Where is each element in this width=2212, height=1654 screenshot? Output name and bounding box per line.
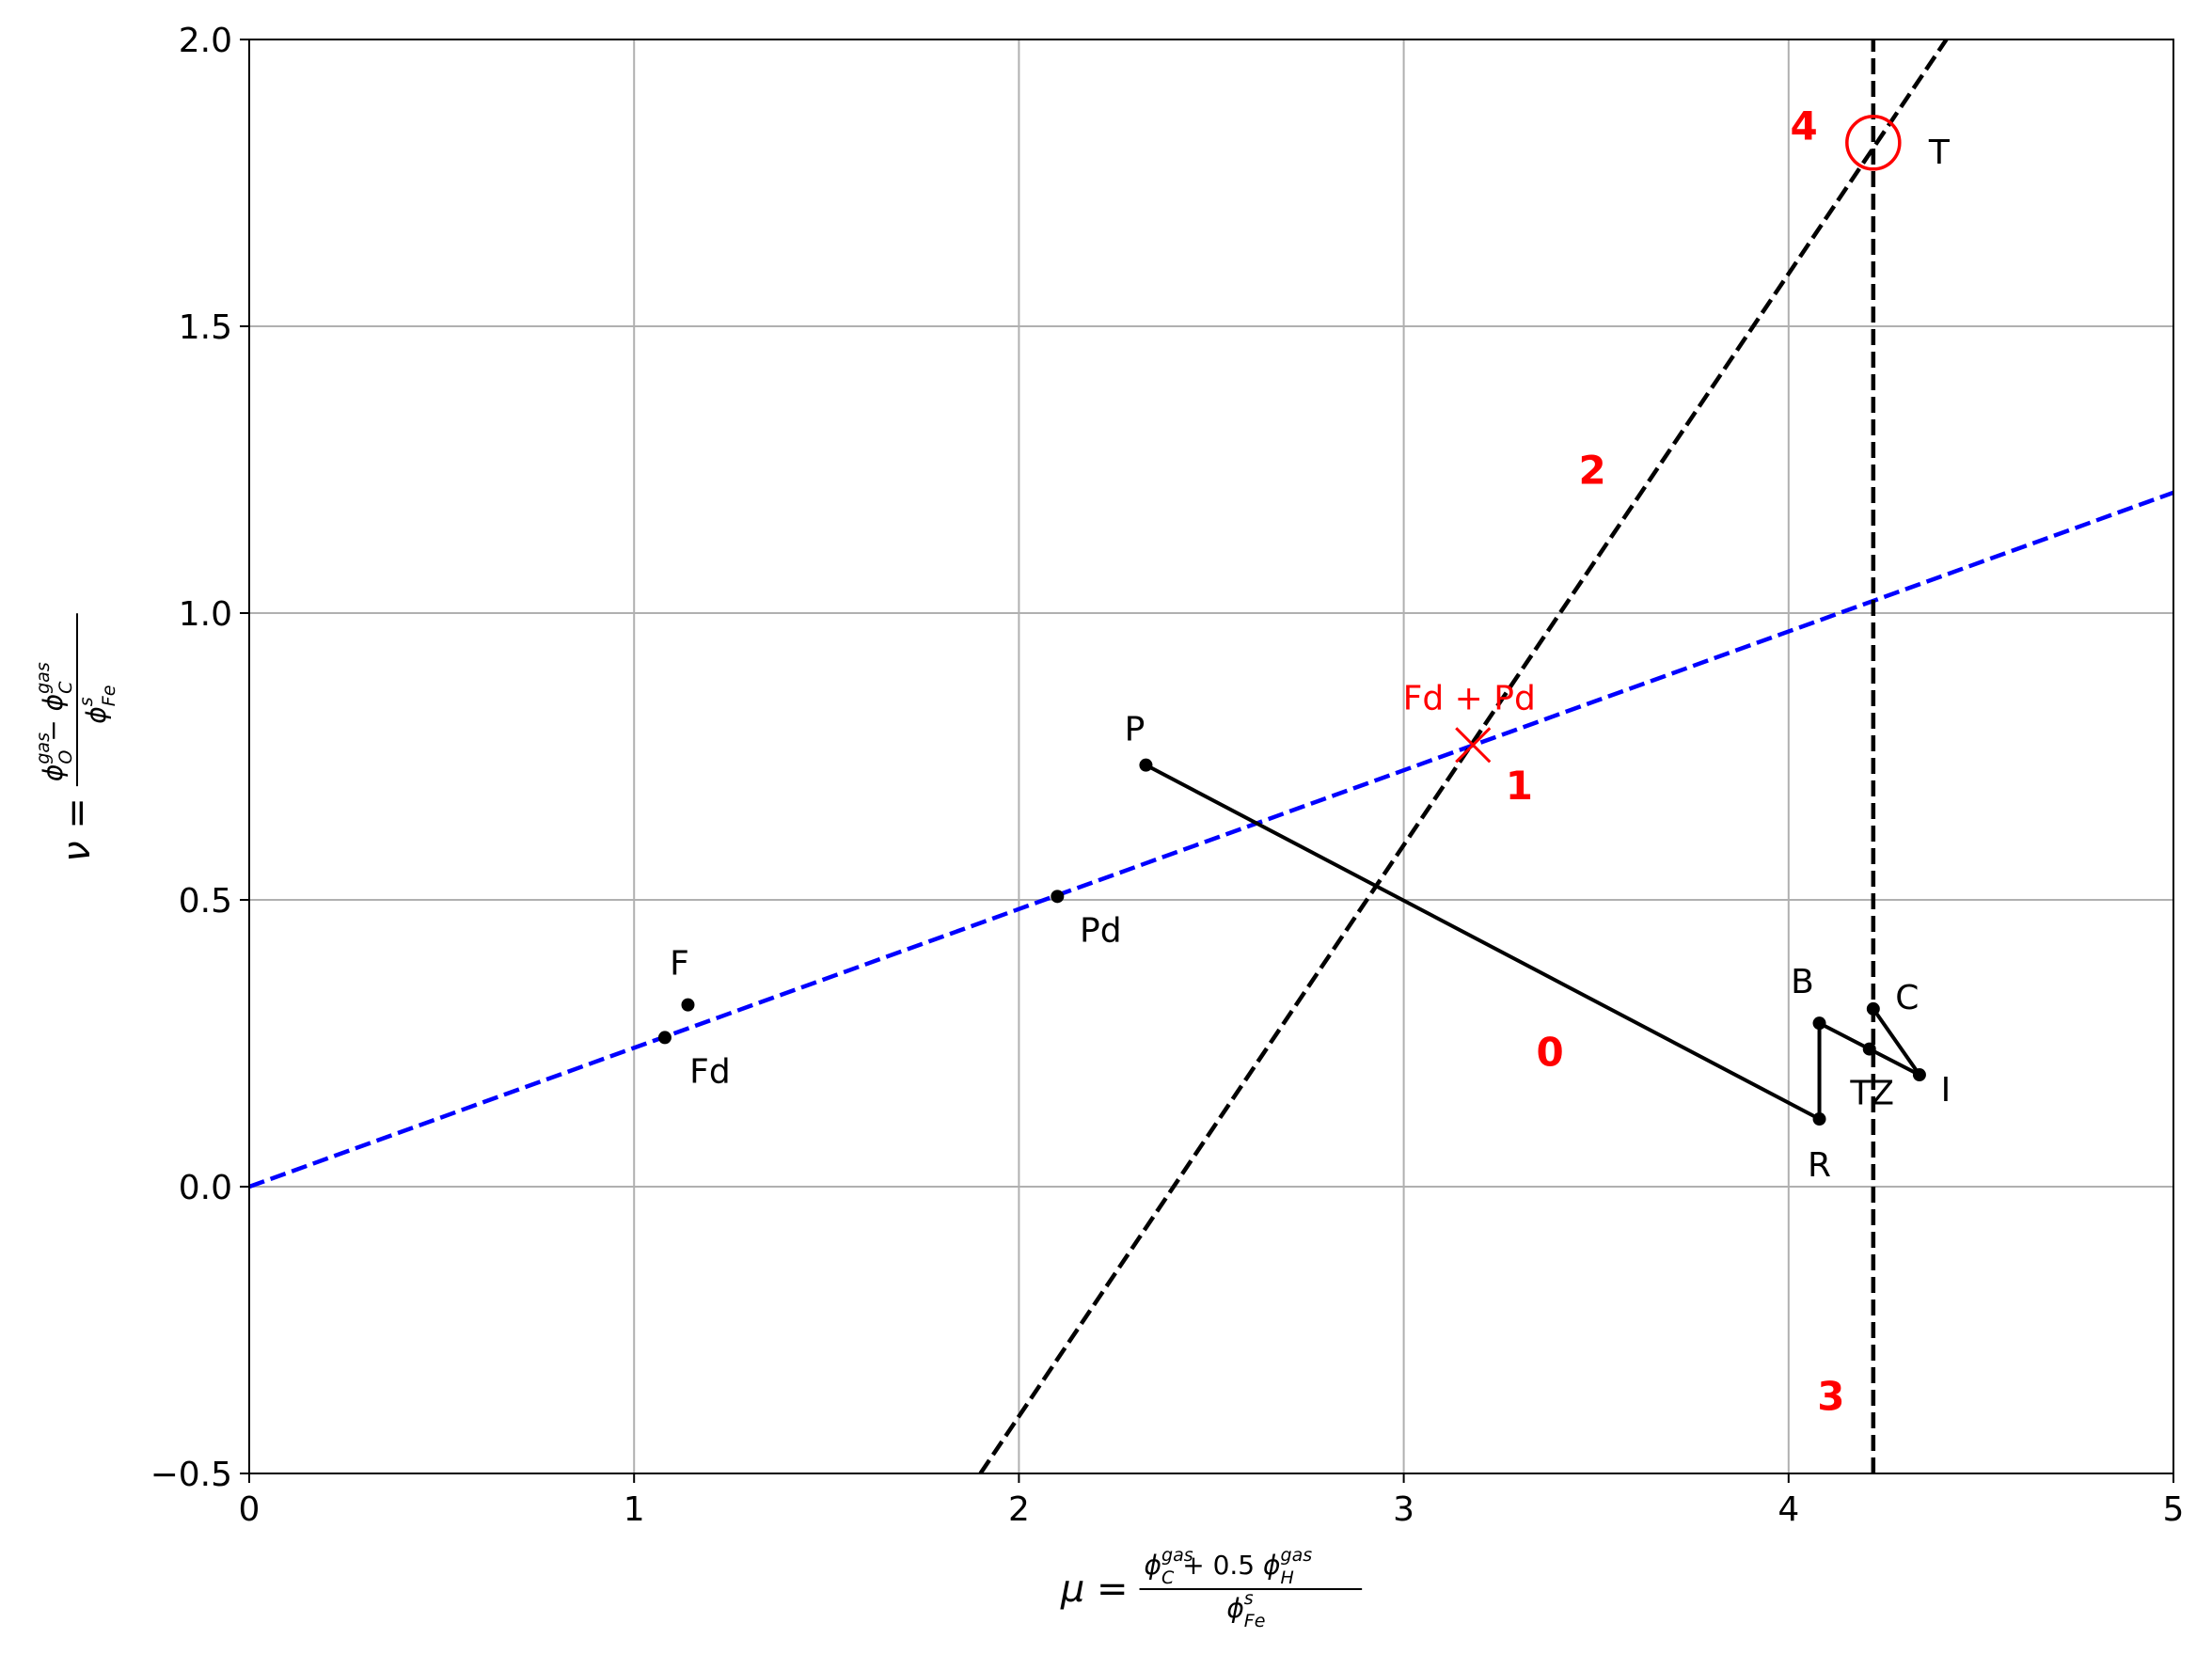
math-sub: H [1281, 1567, 1294, 1588]
point-label: I [1941, 1071, 1951, 1110]
math-sub: C [1161, 1567, 1175, 1588]
data-point [1812, 1016, 1826, 1031]
math-text: ϕs Fe [76, 685, 119, 724]
axis-label: μ =ϕgas C + 0.5 ϕgas Hϕs Fe [1060, 1545, 1363, 1631]
math-sub: C [55, 681, 76, 694]
math-sub: O [55, 750, 76, 764]
point-label: B [1791, 963, 1814, 1001]
region-label: 3 [1817, 1374, 1844, 1420]
point-label: P [1125, 711, 1146, 749]
region-label: 4 [1791, 103, 1818, 150]
axis-symbol: μ = [1060, 1567, 1129, 1611]
math-sup: s [76, 697, 97, 706]
data-point [1051, 890, 1065, 904]
y-tick-label: −0.5 [150, 1456, 232, 1494]
data-point [1866, 1001, 1880, 1016]
math-base: ϕ [38, 694, 69, 711]
math-sub: Fe [99, 685, 119, 707]
y-tick-label: 1.5 [179, 308, 232, 347]
math-base: ϕ [1145, 1550, 1161, 1581]
math-part: + 0.5 [1174, 1550, 1263, 1581]
data-point [681, 998, 695, 1012]
math-text: ϕs Fe [1226, 1588, 1265, 1631]
marker-label: Fd + Pd [1403, 679, 1536, 717]
plot-frame [248, 39, 2174, 1474]
y-tick-label: 0.5 [179, 882, 232, 921]
y-tick-label: 0.0 [179, 1169, 232, 1207]
data-point [1862, 1042, 1876, 1056]
x-tick-label: 3 [1393, 1490, 1414, 1529]
math-sup: gas [1161, 1545, 1193, 1566]
x-tick-label: 1 [624, 1490, 645, 1529]
point-label: F [670, 945, 689, 984]
point-label: TZ [1849, 1075, 1894, 1113]
math-text: ϕgas C + 0.5 ϕgas H [1145, 1545, 1313, 1588]
math-part: − [38, 711, 69, 749]
math-sup: s [1244, 1588, 1254, 1609]
data-point [657, 1031, 672, 1045]
math-base: ϕ [38, 764, 69, 781]
region-label: 0 [1536, 1030, 1563, 1076]
point-label: Fd [689, 1052, 731, 1091]
math-sup: gas [33, 732, 54, 764]
x-tick-label: 2 [1008, 1490, 1030, 1529]
data-point [1812, 1112, 1826, 1126]
math-sub: Fe [1244, 1611, 1266, 1631]
data-point [1139, 758, 1153, 772]
series-line [1145, 763, 1921, 1122]
axis-symbol: ν = [55, 797, 99, 862]
math-sup: gas [33, 662, 54, 694]
y-tick-label: 2.0 [179, 22, 232, 60]
region-label: 2 [1578, 448, 1605, 494]
region-label: 1 [1506, 763, 1533, 809]
x-tick-label: 0 [239, 1490, 261, 1529]
axis-label: ν =ϕgas O − ϕgas Cϕs Fe [33, 613, 119, 862]
cross-stroke [1455, 727, 1492, 764]
math-text: ϕgas O − ϕgas C [33, 662, 76, 781]
math-base: ϕ [1226, 1593, 1243, 1624]
math-base: ϕ [81, 706, 112, 723]
math-base: ϕ [1263, 1550, 1280, 1581]
x-tick-label: 5 [2163, 1490, 2185, 1529]
circle-marker [1845, 115, 1902, 171]
marker-label: T [1928, 134, 1951, 172]
reference-line [249, 490, 2173, 1189]
point-label: Pd [1080, 911, 1122, 950]
point-label: C [1895, 979, 1919, 1017]
math-sup: gas [1281, 1545, 1313, 1566]
cross-marker [1455, 727, 1492, 764]
data-point [1912, 1068, 1926, 1082]
x-tick-label: 4 [1778, 1490, 1799, 1529]
point-label: R [1808, 1146, 1831, 1185]
y-tick-label: 1.0 [179, 595, 232, 634]
